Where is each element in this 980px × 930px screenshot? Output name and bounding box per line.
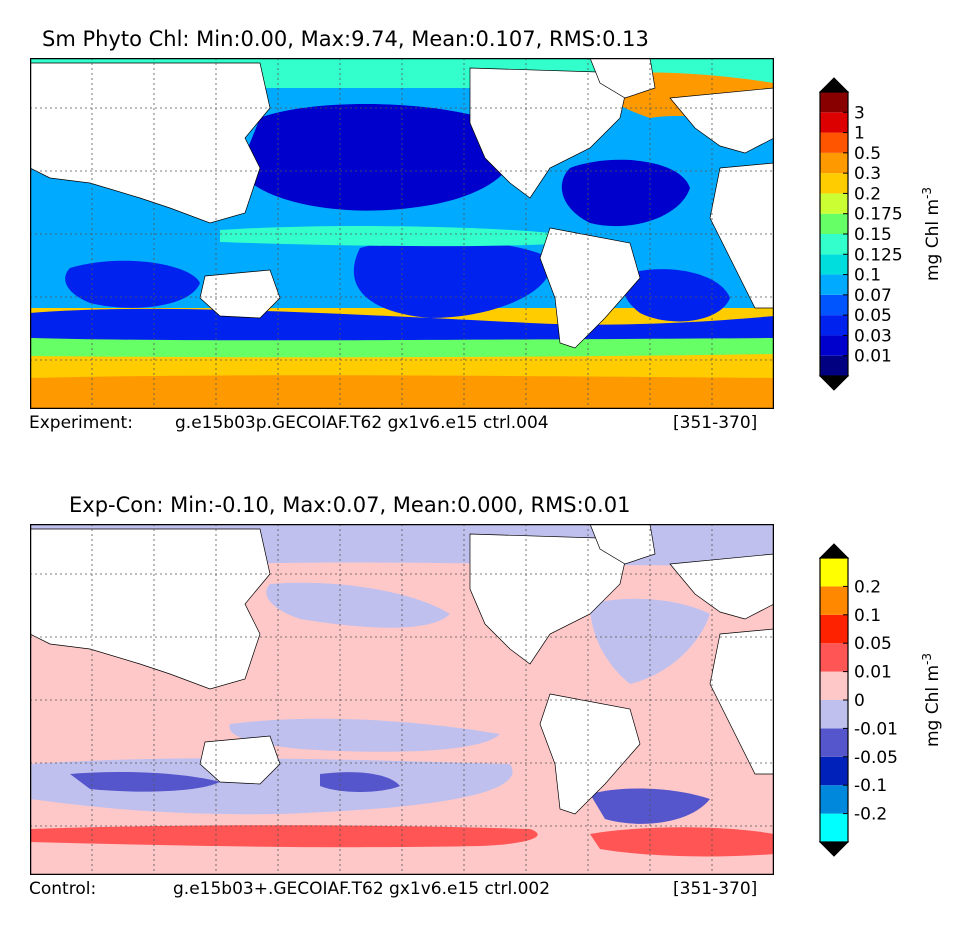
panel2-colorbar-tick-label: -0.01: [854, 719, 898, 739]
panel1-colorbar-tick-label: 3: [854, 103, 865, 123]
diff-neg-atlantic-south: [590, 788, 710, 824]
africa-continent: [709, 628, 774, 775]
australia-continent: [199, 269, 281, 319]
panel2-map: [30, 524, 774, 875]
panel2-colorbar-tick-label: -0.2: [854, 805, 887, 825]
panel1-colorbar-tick-label: 1: [854, 124, 865, 144]
indian-ocean-gyre: [65, 260, 201, 308]
panel2-caption-case: g.e15b03+.GECOIAF.T62 gx1v6.e15 ctrl.002: [173, 879, 551, 899]
panel1-colorbar-tick-label: 0.1: [854, 266, 881, 286]
panel2-colorbar-tick-label: 0: [854, 691, 865, 711]
panel2-colorbar-segment: [820, 586, 848, 615]
africa-continent: [709, 162, 774, 309]
north-pacific-gyre: [240, 104, 516, 211]
panel2-title: Exp-Con: Min:-0.10, Max:0.07, Mean:0.000…: [69, 493, 631, 517]
panel2-colorbar-unit-label: mg Chl m-3: [920, 653, 943, 747]
panel2-colorbar-extend-bottom: [818, 841, 850, 857]
panel2-colorbar-tick-label: -0.05: [854, 748, 898, 768]
panel1-colorbar-extend-bottom: [818, 375, 850, 391]
panel1-caption-years: [351-370]: [673, 413, 758, 433]
panel1-colorbar-segment: [820, 152, 848, 174]
panel2-colorbar-tick-label: 0.1: [854, 606, 881, 626]
panel2-map-svg: [30, 524, 774, 875]
panel1-colorbar-tick-label: 0.03: [854, 326, 892, 346]
panel2-colorbar-segment: [820, 728, 848, 757]
panel1-map: [30, 58, 774, 409]
panel1-caption-case: g.e15b03p.GECOIAF.T62 gx1v6.e15 ctrl.004: [175, 413, 549, 433]
panel1-frame: [30, 58, 774, 409]
panel1-gridlines: [30, 58, 774, 409]
panel1-colorbar-segment: [820, 193, 848, 214]
panel1-colorbar-tick-label: 0.07: [854, 286, 892, 306]
south-pacific-gyre: [353, 239, 552, 318]
panel1-colorbar-tick-label: 0.5: [854, 144, 881, 164]
panel2-colorbar-extend-top: [818, 543, 850, 559]
diff-neg-pacific: [266, 582, 450, 628]
panel1-colorbar-extend-top: [818, 77, 850, 93]
equatorial-band: [220, 226, 550, 247]
diff-pos-south: [30, 825, 538, 848]
panel1-colorbar-tick-label: 0.15: [854, 225, 892, 245]
diff-neg-tropics: [229, 718, 500, 752]
panel2-colorbar-segment: [820, 700, 848, 729]
diff-pos-south-atlantic: [590, 827, 774, 857]
diff-neg-south-dark-2: [320, 772, 400, 792]
panel2-colorbar: -0.2 -0.1 -0.05 -0.01 0 0.01 0.05 0.1 0.2 mg Chl …: [818, 543, 958, 857]
panel2-caption-years: [351-370]: [673, 879, 758, 899]
panel1-colorbar-segment: [820, 254, 848, 275]
diff-neg-south: [30, 758, 513, 815]
panel1-colorbar-segment: [820, 315, 848, 336]
panel2-colorbar-segment: [820, 614, 848, 644]
panel1-colorbar-segment: [820, 355, 848, 376]
panel1-title: Sm Phyto Chl: Min:0.00, Max:9.74, Mean:0…: [42, 27, 649, 51]
panel1-colorbar-tick-label: 0.3: [854, 164, 881, 184]
panel2-colorbar-tick-label: 0.05: [854, 634, 892, 654]
panel2-caption-label: Control:: [29, 879, 97, 899]
panel2-colorbar-svg: -0.2 -0.1 -0.05 -0.01 0 0.01 0.05 0.1 0.2 mg Chl …: [818, 543, 943, 857]
panel1-colorbar-svg: 0.010.030.050.070.10.1250.150.1750.20.30…: [818, 77, 943, 391]
europe-continent: [669, 87, 774, 154]
panel1-colorbar-segment: [820, 92, 848, 113]
panel1-colorbar-unit-label: mg Chl m-3: [920, 187, 943, 281]
panel2-colorbar-segment: [820, 813, 848, 842]
panel2-colorbar-segment: [820, 671, 848, 700]
panel2-gridlines: [30, 524, 774, 875]
panel1-colorbar-segment: [820, 294, 848, 316]
europe-continent: [669, 553, 774, 620]
panel1-colorbar-segment: [820, 173, 848, 194]
panel2-frame: [30, 524, 774, 875]
panel1-colorbar: 0.01 0.03 0.05 0.07 0.1 0.125 0.15 0.175 0.2 0.3 0…: [818, 77, 958, 391]
diff-neg-atlantic: [590, 598, 710, 684]
panel1-colorbar-segment: [820, 132, 848, 153]
panel2-colorbar-tick-label: 0.2: [854, 577, 881, 597]
panel1-colorbar-tick-label: 0.175: [854, 205, 903, 225]
panel1-colorbar-segment: [820, 112, 848, 133]
panel1-colorbar-tick-label: 0.05: [854, 306, 892, 326]
south-america-continent: [539, 227, 641, 349]
diff-neg-south-dark: [70, 771, 220, 792]
panel2-colorbar-segment: [820, 756, 848, 786]
panel2-colorbar-tick-label: -0.1: [854, 776, 887, 796]
south-america-continent: [539, 693, 641, 815]
panel2-colorbar-segment: [820, 643, 848, 672]
greenland: [589, 58, 656, 99]
panel1-colorbar-segment: [820, 234, 848, 255]
panel1-caption-label: Experiment:: [29, 413, 133, 433]
australia-continent: [199, 735, 281, 785]
panel1-map-svg: [30, 58, 774, 409]
southern-ocean-green: [30, 338, 774, 358]
panel1-colorbar-tick-label: 0.2: [854, 184, 881, 204]
panel1-colorbar-segment: [820, 335, 848, 356]
panel1-colorbar-tick-label: 0.125: [854, 245, 903, 265]
panel1-colorbar-segment: [820, 274, 848, 295]
north-atlantic-gyre: [561, 159, 690, 227]
panel1-colorbar-segment: [820, 213, 848, 234]
greenland: [589, 524, 656, 565]
panel1-colorbar-tick-label: 0.01: [854, 347, 892, 367]
panel2-colorbar-tick-label: 0.01: [854, 663, 892, 683]
panel2-colorbar-segment: [820, 785, 848, 814]
panel2-colorbar-segment: [820, 558, 848, 587]
